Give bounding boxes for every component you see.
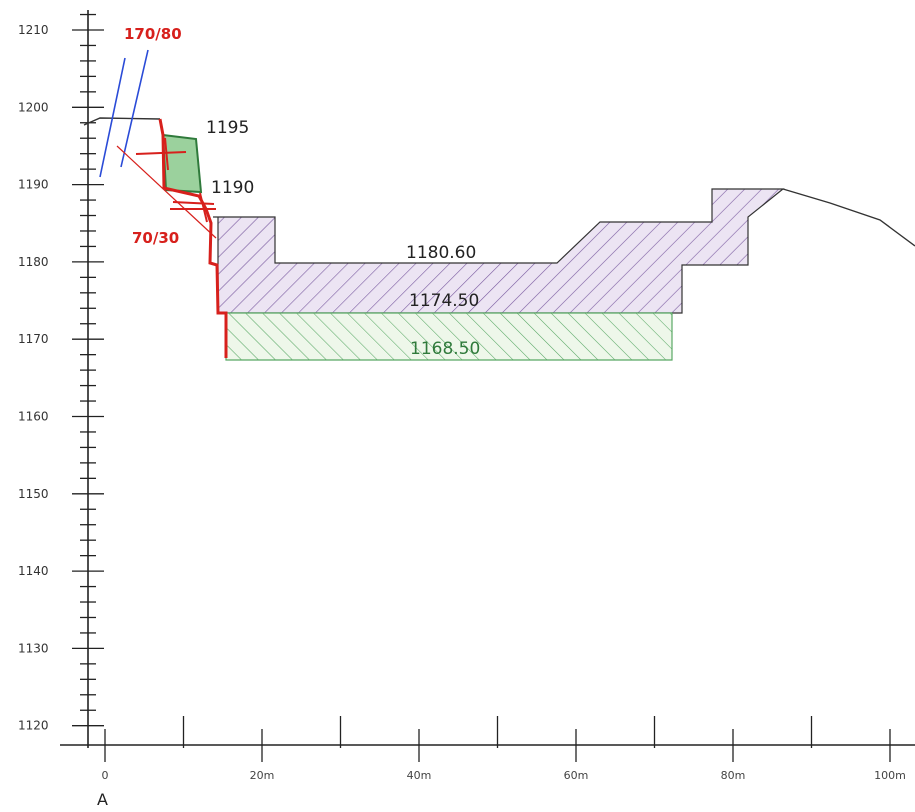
distance-tick-label: 100m <box>874 769 906 782</box>
elevation-tick-label: 1170 <box>18 332 49 346</box>
green-bench-block <box>161 133 203 194</box>
excavated-face-line <box>158 118 228 358</box>
level-label-1168-50: 1168.50 <box>410 339 480 359</box>
distance-tick-label: 60m <box>564 769 589 782</box>
elevation-tick-label: 1130 <box>18 641 49 655</box>
joint-set-label-70-30: 70/30 <box>132 229 179 247</box>
distance-tick-label: 80m <box>721 769 746 782</box>
elevation-axis: 1210 1200 1190 1180 1170 1160 1150 1140 1130 1120 <box>18 10 104 748</box>
distance-axis: 0 20m 40m 60m 80m 100m <box>60 716 915 782</box>
elevation-tick-label: 1210 <box>18 23 49 37</box>
section-end-label: A <box>97 790 108 809</box>
joint-trace-1 <box>99 57 126 178</box>
distance-tick-label: 20m <box>250 769 275 782</box>
bench-label-1195: 1195 <box>206 118 249 138</box>
ground-profile-left <box>83 117 161 126</box>
elevation-tick-label: 1180 <box>18 255 49 269</box>
distance-mid-ticks <box>182 716 813 748</box>
distance-tick-label: 0 <box>102 769 109 782</box>
survey-cross-upper <box>135 137 187 171</box>
elevation-minor-ticks <box>80 13 96 711</box>
survey-cross-lower <box>170 192 216 223</box>
bench-label-1190: 1190 <box>211 178 254 198</box>
purple-hatched-zone <box>213 188 785 314</box>
elevation-tick-label: 1200 <box>18 100 49 114</box>
level-label-1174-50: 1174.50 <box>409 291 479 311</box>
elevation-tick-label: 1150 <box>18 487 49 501</box>
elevation-major-ticks: 1210 1200 1190 1180 1170 1160 1150 1140 1130 1120 <box>18 23 104 733</box>
joint-set-label-170-80: 170/80 <box>124 25 182 43</box>
level-label-1180-60: 1180.60 <box>406 243 476 263</box>
joint-trace-2 <box>120 49 149 168</box>
elevation-tick-label: 1140 <box>18 564 49 578</box>
dip-line <box>116 145 217 239</box>
distance-tick-label: 40m <box>407 769 432 782</box>
elevation-tick-label: 1190 <box>18 178 49 192</box>
elevation-tick-label: 1160 <box>18 410 49 424</box>
ground-profile-right <box>782 188 915 247</box>
distance-major-ticks: 0 20m 40m 60m 80m 100m <box>102 729 906 782</box>
elevation-tick-label: 1120 <box>18 719 49 733</box>
